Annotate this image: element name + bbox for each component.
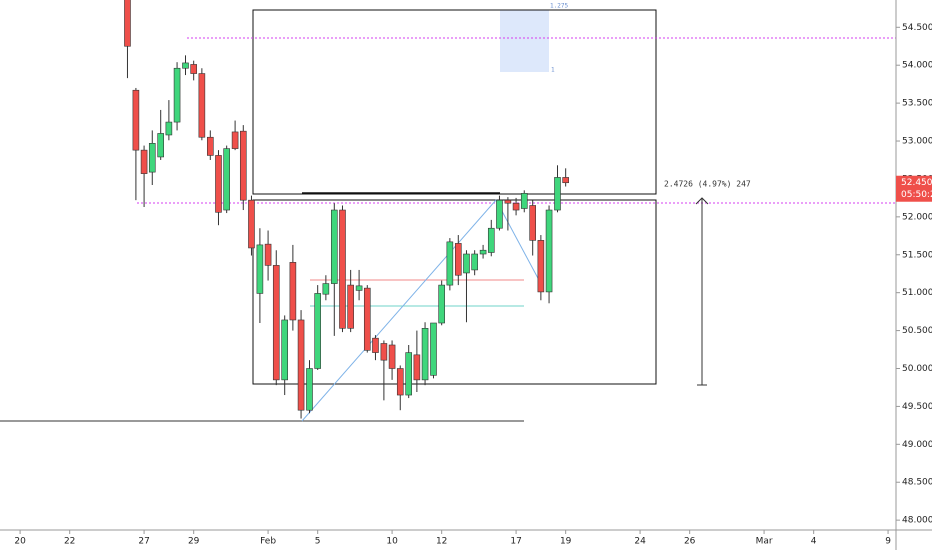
- x-tick-label: 4: [811, 537, 817, 547]
- x-tick-label: 10: [386, 537, 398, 547]
- x-tick-label: 29: [188, 537, 200, 547]
- candle-body: [529, 205, 536, 241]
- x-tick-label: Feb: [260, 537, 276, 547]
- last-price-box: [896, 175, 932, 202]
- candle-body: [388, 344, 396, 369]
- candle-body: [339, 209, 346, 329]
- candle-body: [372, 337, 379, 353]
- x-tick-label: 22: [64, 537, 75, 547]
- candle-body: [380, 343, 388, 361]
- candle-body: [264, 243, 272, 266]
- candle-body: [297, 319, 305, 411]
- fib-zone: [500, 10, 549, 72]
- candle-body: [421, 328, 429, 381]
- candle-body: [281, 319, 288, 381]
- x-tick-label: 20: [14, 537, 26, 547]
- candle-body: [430, 322, 437, 376]
- y-tick-label: 50.5000: [902, 326, 932, 336]
- y-tick-label: 49.5000: [902, 402, 932, 412]
- candle-body: [438, 284, 445, 324]
- candle-body: [537, 240, 545, 293]
- box-bottom: [252, 199, 657, 385]
- candle-body: [330, 209, 338, 284]
- x-tick-label: 17: [510, 537, 521, 547]
- candle-body: [256, 244, 264, 294]
- candle-body: [272, 265, 280, 381]
- candle-body: [405, 352, 412, 396]
- measure-label: 2.4726 (4.97%) 247: [664, 180, 751, 189]
- x-tick-label: 26: [684, 537, 696, 547]
- candle-body: [396, 368, 404, 396]
- x-tick-label: 24: [634, 537, 646, 547]
- candle-body: [512, 202, 520, 211]
- candle-body: [355, 285, 363, 291]
- x-tick-label: 19: [560, 537, 572, 547]
- candle-body: [562, 177, 569, 184]
- candle-body: [231, 131, 239, 149]
- y-tick-label: 53.5000: [902, 99, 932, 109]
- candle-body: [306, 368, 313, 411]
- candle-body: [215, 155, 222, 213]
- candle-body: [347, 284, 354, 329]
- candle-body: [165, 121, 173, 136]
- candle-body: [504, 199, 512, 204]
- candle-body: [132, 89, 140, 151]
- candle-body: [223, 148, 230, 211]
- candle-body: [479, 249, 487, 255]
- candle-body: [239, 130, 247, 201]
- candle-body: [496, 199, 503, 229]
- candle-body: [545, 209, 553, 293]
- x-tick-label: 9: [885, 537, 891, 547]
- candle-body: [140, 149, 148, 174]
- candle-body: [206, 136, 214, 156]
- candle-body: [322, 283, 330, 295]
- measure-arrow: [695, 197, 709, 205]
- candle-body: [248, 199, 255, 249]
- y-tick-label: 54.5000: [902, 23, 932, 33]
- candle-body: [471, 253, 478, 271]
- candles: [124, 0, 569, 419]
- candle-body: [198, 73, 206, 138]
- y-tick-label: 49.0000: [902, 440, 932, 450]
- candle-body: [363, 287, 371, 351]
- y-tick-label: 54.0000: [902, 61, 932, 71]
- candle-body: [289, 262, 297, 321]
- x-tick-label: 12: [436, 537, 447, 547]
- candle-body: [413, 354, 421, 381]
- candle-body: [454, 243, 462, 276]
- y-tick-label: 48.0000: [902, 516, 932, 526]
- y-tick-label: 51.0000: [902, 288, 932, 298]
- candle-body: [554, 177, 561, 211]
- fib-label: 1.275: [550, 3, 568, 10]
- candle-body: [463, 253, 470, 274]
- candle-body: [148, 143, 156, 173]
- candle-body: [314, 293, 321, 369]
- y-tick-label: 52.0000: [902, 212, 932, 222]
- candle-body: [157, 133, 164, 158]
- x-tick-label: Mar: [756, 537, 773, 547]
- candle-body: [520, 193, 528, 209]
- candle-body: [124, 0, 131, 47]
- x-tick-label: 27: [138, 537, 149, 547]
- candle-body: [182, 62, 189, 69]
- y-tick-label: 51.5000: [902, 250, 932, 260]
- y-tick-label: 53.0000: [902, 137, 932, 147]
- y-tick-label: 48.5000: [902, 478, 932, 488]
- fib-label: 1: [551, 67, 555, 74]
- candle-body: [487, 227, 495, 253]
- countdown-label: 05:50:28: [901, 190, 932, 200]
- candle-body: [190, 64, 197, 74]
- x-tick-label: 5: [315, 537, 321, 547]
- candle-body: [173, 67, 181, 123]
- y-tick-label: 50.0000: [902, 364, 932, 374]
- box-top: [252, 9, 657, 195]
- candle-body: [446, 241, 454, 286]
